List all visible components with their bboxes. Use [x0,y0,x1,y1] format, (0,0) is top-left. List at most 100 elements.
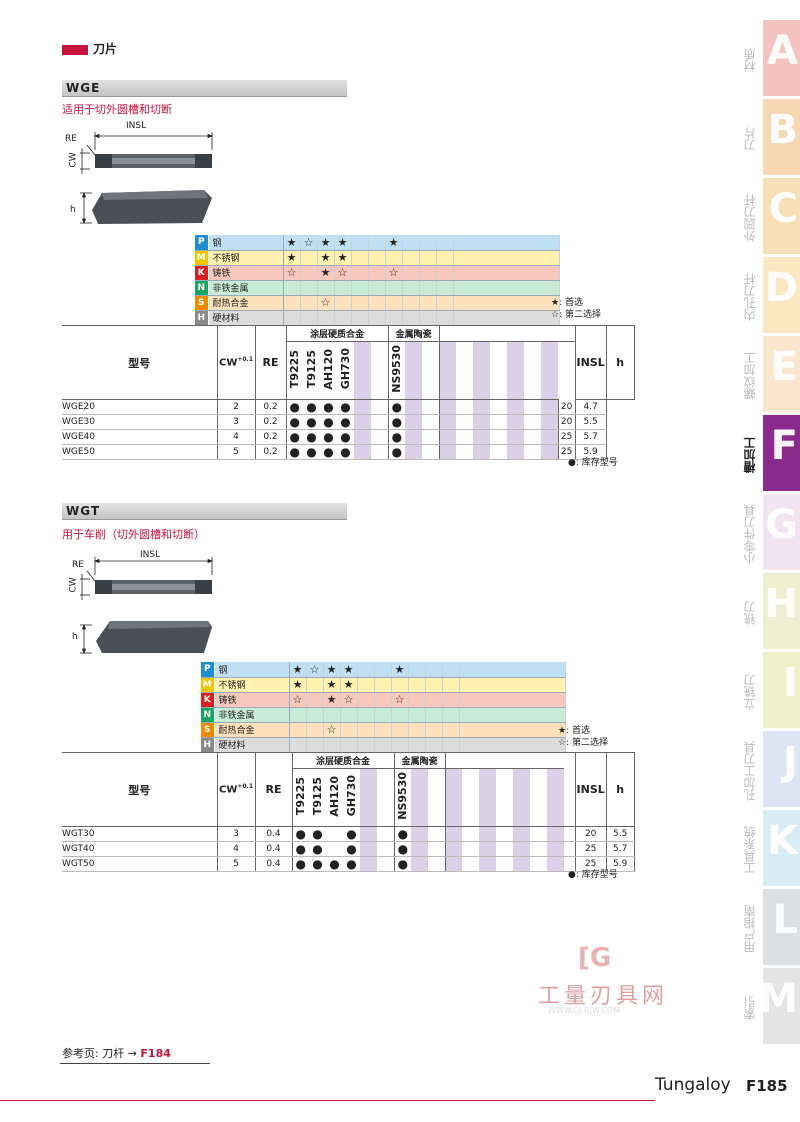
grade-mark: ★ [283,235,301,251]
material-name: 耐热合金 [214,722,290,738]
insl-cell: 25 [557,429,576,445]
side-tab-g[interactable]: G 小零件刀具 [743,494,800,570]
stock-dot [326,826,343,842]
wge-material-row: N 非铁金属 [195,280,560,296]
insl-cell: 25 [574,856,607,872]
tab-letter: D [764,265,798,311]
grade-mark [340,722,358,738]
stock-dot: ● [387,429,406,445]
reference-page[interactable]: F184 [140,1047,171,1060]
stock-dot: ● [285,414,303,430]
grade-mark [300,310,318,326]
tab-letter: M [758,976,798,1022]
stock-dot: ● [337,429,354,445]
material-code: N [201,707,215,723]
grade-mark [289,737,307,753]
model-cell: WGT30 [62,826,217,842]
grade-mark [368,295,386,311]
grade-mark [283,295,301,311]
grade-mark: ☆ [289,692,307,708]
side-tab-k[interactable]: K 工具系统 [743,810,800,886]
side-tab-f[interactable]: F 槽加工 [743,415,800,491]
side-tab-j[interactable]: J 孔加工刀具 [743,731,800,807]
material-code: P [201,662,215,678]
stock-dot: ● [285,444,303,460]
tab-label: 铣刀 [743,601,757,625]
grade-mark [283,280,301,296]
grade-mark [374,662,392,678]
stock-dot: ● [291,826,309,842]
tab-label: 立铣刀 [743,674,757,710]
stock-dot [326,841,343,857]
stock-dot: ● [343,856,360,872]
section-marker [62,45,88,55]
side-tab-d[interactable]: D 内孔刀杆 [743,257,800,333]
tab-letter: C [768,186,798,232]
grade-name: NS9530 [393,768,412,827]
side-tab-h[interactable]: H 铣刀 [743,573,800,649]
stock-dot: ● [285,399,303,415]
grade-mark: ★ [317,265,335,281]
page-number: F185 [746,1077,788,1095]
side-tab-c[interactable]: C 外圆刀杆 [743,178,800,254]
wgt-material-row: S 耐热合金 ☆ [201,722,566,738]
h-cell: 5.5 [605,826,635,842]
wgt-material-row: N 非铁金属 [201,707,566,723]
stock-dot: ● [303,414,320,430]
side-tab-b[interactable]: B 刀片 [743,99,800,175]
grade-mark [357,737,375,753]
reference-link[interactable]: 参考页: 刀杆 → F184 [62,1047,171,1060]
grade-mark [374,677,392,693]
grade-mark [391,677,409,693]
material-code: S [195,295,209,311]
side-tab-m[interactable]: M 索引 [743,968,800,1044]
side-tab-a[interactable]: A 材质 [743,20,800,96]
grade-mark [385,310,403,326]
grade-mark [351,295,369,311]
grade-mark: ★ [323,677,341,693]
grade-mark [357,722,375,738]
wgt-model-header: 型号 [62,752,217,827]
wge-material-row: H 硬材料 [195,310,560,326]
wge-coated-group: 涂层硬质合金 [285,325,389,342]
grade-mark [306,707,324,723]
stock-dot: ● [303,429,320,445]
tab-label: 小零件刀具 [743,504,757,564]
wge-insl-label: INSL [126,121,147,131]
stock-dot: ● [309,841,326,857]
wge-insl-header: INSL [574,325,607,400]
grade-mark: ★ [317,250,335,266]
tab-label: 孔加工刀具 [743,741,757,801]
grade-mark [351,235,369,251]
tab-letter: H [764,581,798,627]
grade-mark [340,707,358,723]
grade-mark [306,737,324,753]
wgt-insert-drawing [80,557,214,655]
grade-mark [357,662,375,678]
re-cell: 0.4 [254,826,292,842]
tab-label: 索引 [743,996,757,1020]
table-row: WGT30 3 0.4 ● ● ● ● 20 5.5 [62,826,635,842]
grade-mark: ☆ [340,692,358,708]
grade-mark [351,250,369,266]
grade-mark: ★ [391,662,409,678]
side-tab-i[interactable]: I 立铣刀 [743,652,800,728]
material-name: 非铁金属 [208,280,284,296]
grade-mark [340,737,358,753]
side-tab-e[interactable]: E 螺纹加工 [743,336,800,412]
wgt-material-row: H 硬材料 [201,737,566,753]
tab-letter: I [783,660,798,706]
insl-cell: 25 [557,444,576,460]
table-row: WGT50 5 0.4 ● ● ● ● ● 25 5.9 [62,856,635,872]
model-cell: WGE50 [62,444,217,460]
wgt-code: WGT [66,504,101,518]
side-tab-l[interactable]: L 用户指南 [743,889,800,965]
tab-label: 用户指南 [743,905,757,953]
stock-dot: ● [393,856,412,872]
stock-dot: ● [337,444,354,460]
wge-material-table: P 钢 ★ ☆ ★ ★ ★ M 不锈钢 ★ ★ ★ K 铸铁 ☆ ★ ☆ ☆ N 非铁金属 S 耐热合金 ☆ H 硬材料 [195,235,560,326]
stock-dot: ● [320,414,337,430]
grade-name: T9125 [309,768,326,827]
table-row: WGE50 5 0.2 ● ● ● ● ● 25 5.9 [62,444,634,460]
re-cell: 0.4 [254,841,292,857]
